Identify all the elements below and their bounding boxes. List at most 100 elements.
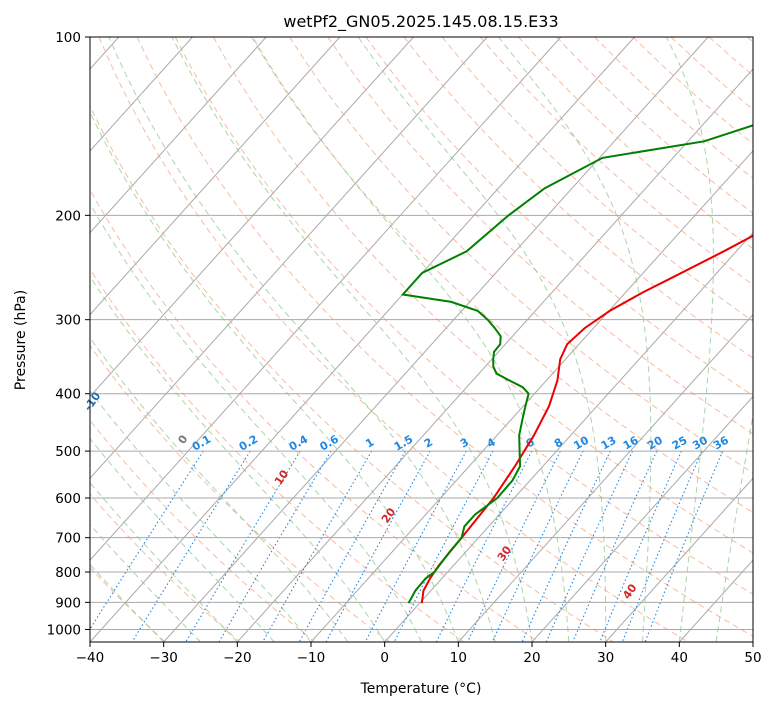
x-tick-label: 50 bbox=[744, 650, 761, 666]
mixing-ratio-line bbox=[644, 450, 724, 642]
dry-adiabat-label: 10 bbox=[272, 467, 292, 487]
isotherm-line bbox=[531, 395, 753, 642]
y-tick-label: 300 bbox=[55, 313, 81, 329]
dry-adiabat-line bbox=[251, 37, 753, 514]
mixing-ratio-line bbox=[545, 450, 633, 642]
mixing-ratio-line bbox=[467, 450, 561, 642]
mixing-ratio-label: 1 bbox=[363, 436, 376, 451]
y-tick-label: 700 bbox=[55, 531, 81, 547]
dry-adiabat-line bbox=[289, 37, 753, 474]
dry-adiabat-line bbox=[518, 37, 753, 250]
moist-adiabat-line bbox=[90, 275, 386, 642]
moist-adiabat-line bbox=[665, 37, 714, 642]
mixing-ratio-labels: 0.1 0.2 0.4 0.6 1 1.5 2 3 4 6 8 10 13 16 20 25 30 36 bbox=[190, 432, 731, 453]
isotherm-line bbox=[457, 313, 753, 642]
y-axis-label: Pressure (hPa) bbox=[13, 290, 29, 390]
x-tick-label: 30 bbox=[597, 650, 614, 666]
isotherm-line bbox=[384, 231, 753, 642]
dewpoint-profile-line bbox=[400, 124, 753, 604]
mixing-ratio-label: 4 bbox=[485, 435, 498, 450]
x-tick-label: −30 bbox=[149, 650, 178, 666]
mixing-ratio-label: 16 bbox=[621, 433, 641, 452]
moist-adiabat-line bbox=[90, 523, 201, 642]
x-axis-ticks: −40 −30 −20 −10 0 10 20 30 40 50 bbox=[76, 642, 762, 666]
x-tick-label: 10 bbox=[450, 650, 467, 666]
moist-adiabat-line bbox=[90, 202, 422, 642]
chart-title: wetPf2_GN05.2025.145.08.15.E33 bbox=[283, 12, 558, 32]
y-tick-label: 1000 bbox=[47, 622, 81, 638]
x-tick-label: −40 bbox=[76, 650, 105, 666]
mixing-ratio-line bbox=[298, 450, 406, 642]
isotherm-line bbox=[752, 641, 753, 642]
mixing-ratio-line bbox=[393, 450, 494, 642]
dry-adiabat-line bbox=[90, 188, 540, 642]
mixing-ratio-line bbox=[572, 450, 658, 642]
mixing-ratio-label: 0.6 bbox=[318, 432, 342, 453]
dry-adiabat-line bbox=[556, 37, 753, 215]
moist-adiabat-line bbox=[357, 37, 607, 642]
dry-adiabat-line bbox=[746, 37, 753, 43]
y-tick-label: 600 bbox=[55, 491, 81, 507]
dry-adiabat-line bbox=[632, 37, 753, 145]
dry-adiabat-label: 0 bbox=[175, 432, 190, 446]
x-tick-label: 40 bbox=[671, 650, 688, 666]
isotherm-line bbox=[90, 37, 341, 316]
isotherm-line bbox=[90, 37, 414, 398]
dry-adiabat-line bbox=[441, 37, 753, 322]
mixing-ratio-label: 13 bbox=[599, 434, 619, 453]
mixing-ratio-label: 0.2 bbox=[237, 433, 260, 454]
dry-adiabat-line bbox=[670, 37, 753, 111]
mixing-ratio-label: 0.1 bbox=[190, 433, 213, 454]
dry-adiabat-line bbox=[90, 104, 614, 642]
mixing-ratio-line bbox=[435, 450, 533, 642]
isotherm-line bbox=[90, 37, 635, 642]
profile-series bbox=[400, 124, 753, 604]
moist-adiabat-line bbox=[498, 37, 652, 642]
moist-adiabat-line bbox=[90, 482, 238, 642]
dry-adiabat-line bbox=[90, 493, 241, 642]
dry-adiabat-line bbox=[90, 344, 390, 642]
isotherm-line bbox=[163, 37, 709, 642]
dry-adiabat-line bbox=[327, 37, 753, 435]
x-axis-label: Temperature (°C) bbox=[360, 681, 482, 697]
dry-adiabat-line bbox=[479, 37, 753, 286]
mixing-ratio-line bbox=[364, 450, 467, 642]
moist-adiabat-line bbox=[90, 336, 349, 642]
y-tick-label: 900 bbox=[55, 595, 81, 611]
isotherm-line bbox=[605, 477, 753, 642]
moist-adiabat-line bbox=[171, 37, 533, 642]
mixing-ratio-label: 10 bbox=[571, 433, 591, 452]
isotherm-line bbox=[90, 37, 267, 234]
mixing-ratio-label: 0.4 bbox=[287, 432, 311, 453]
mixing-ratio-label: 36 bbox=[711, 433, 731, 452]
dry-adiabat-line bbox=[174, 37, 753, 595]
moist-adiabat-line bbox=[252, 37, 570, 642]
isotherm-line bbox=[310, 150, 753, 642]
y-axis-ticks: 100 200 300 400 500 600 700 800 900 1000 bbox=[47, 30, 90, 638]
isotherm-line bbox=[90, 37, 193, 152]
plot-frame bbox=[89, 36, 754, 643]
dry-adiabat-line bbox=[90, 268, 465, 642]
dry-adiabat-label: -10 bbox=[81, 389, 103, 413]
x-tick-label: −10 bbox=[297, 650, 326, 666]
dry-adiabat-line bbox=[98, 37, 689, 642]
x-tick-label: 0 bbox=[380, 650, 389, 666]
mixing-ratio-label: 25 bbox=[670, 434, 690, 453]
moist-adiabat-line bbox=[108, 37, 496, 642]
y-tick-label: 400 bbox=[55, 387, 81, 403]
y-tick-label: 800 bbox=[55, 565, 81, 581]
isotherm-line bbox=[678, 559, 753, 642]
isotherm-line bbox=[236, 68, 753, 642]
y-tick-label: 200 bbox=[55, 208, 81, 224]
moist-adiabat-line bbox=[90, 111, 459, 642]
isotherm-line bbox=[90, 37, 488, 480]
pressure-gridlines bbox=[90, 37, 753, 630]
background-lines bbox=[90, 37, 753, 642]
moist-adiabat-line bbox=[715, 412, 753, 642]
temperature-profile-line bbox=[420, 234, 753, 604]
x-tick-label: −20 bbox=[223, 650, 252, 666]
mixing-ratio-label: 30 bbox=[690, 433, 710, 452]
isotherm-line bbox=[90, 37, 562, 561]
